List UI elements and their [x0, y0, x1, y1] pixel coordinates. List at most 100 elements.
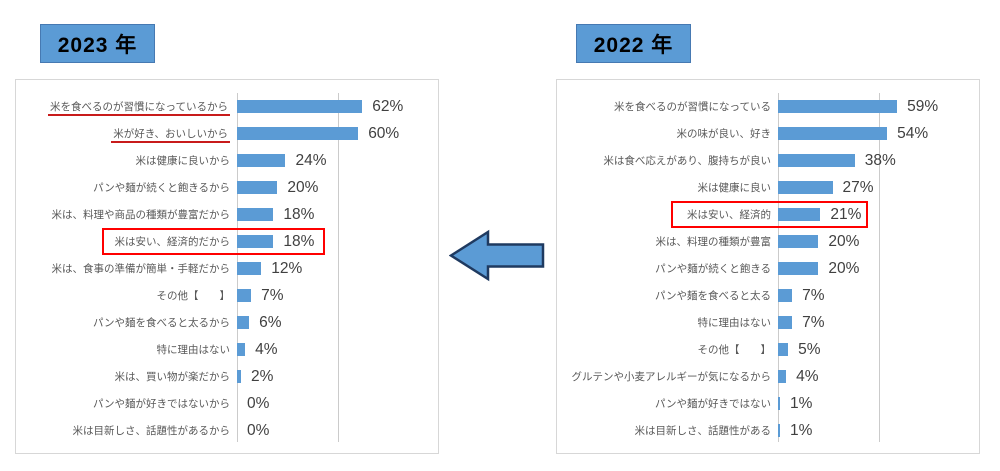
value-label: 27%	[842, 178, 874, 196]
bar-track: 4%	[778, 363, 979, 390]
bar-track: 18%	[237, 228, 438, 255]
category-label: 米は、料理や商品の種類が豊富だから	[16, 207, 237, 222]
category-label-text: パンや麺を食べると太るから	[92, 317, 230, 329]
category-label: グルテンや小麦アレルギーが気になるから	[557, 369, 778, 384]
year-title-2022-label: 2022 年	[593, 33, 674, 57]
bar	[778, 235, 819, 248]
bar-track: 18%	[237, 201, 438, 228]
value-label: 4%	[796, 367, 819, 385]
chart-row: 特に理由はない 4%	[16, 336, 438, 363]
bar	[778, 289, 793, 302]
chart-row: パンや麺が好きではない 1%	[557, 390, 979, 417]
chart-row: その他【 】 7%	[16, 282, 438, 309]
chart-row: 米は、食事の準備が簡単・手軽だから 12%	[16, 255, 438, 282]
bar	[778, 424, 781, 437]
chart-row: 米は、料理の種類が豊富 20%	[557, 228, 979, 255]
category-label-text: 米は健康に良い	[697, 182, 772, 194]
bar-track: 0%	[237, 417, 438, 444]
category-label-text: 米は食べ応えがあり、腹持ちが良い	[603, 155, 771, 167]
category-label-text: その他【 】	[697, 344, 772, 356]
bar-track: 6%	[237, 309, 438, 336]
chart-row: 米は安い、経済的だから 18%	[16, 228, 438, 255]
chart-row: 米の味が良い、好き 54%	[557, 120, 979, 147]
category-label: パンや麺が好きではない	[557, 396, 778, 411]
value-label: 6%	[259, 313, 282, 331]
chart-row: 米は健康に良いから 24%	[16, 147, 438, 174]
bar-track: 1%	[778, 417, 979, 444]
category-label: その他【 】	[557, 342, 778, 357]
year-title-2023: 2023 年	[40, 24, 155, 63]
bar-track: 0%	[237, 390, 438, 417]
left-block-arrow	[448, 227, 546, 284]
category-label-text: グルテンや小麦アレルギーが気になるから	[571, 371, 772, 383]
category-label: 特に理由はない	[557, 315, 778, 330]
chart-row: その他【 】 5%	[557, 336, 979, 363]
year-title-2022: 2022 年	[576, 24, 691, 63]
bar-track: 20%	[778, 255, 979, 282]
chart-row: 米は健康に良い 27%	[557, 174, 979, 201]
chart-row: 米は目新しさ、話題性がある 1%	[557, 417, 979, 444]
bar-track: 38%	[778, 147, 979, 174]
category-label-text: 米は、料理や商品の種類が豊富だから	[51, 209, 231, 221]
value-label: 0%	[247, 421, 270, 439]
bar	[778, 154, 855, 167]
bar	[778, 370, 787, 383]
value-label: 7%	[261, 286, 284, 304]
category-label: 米は安い、経済的だから	[16, 234, 237, 249]
bar-track: 2%	[237, 363, 438, 390]
category-label-text: 米を食べるのが習慣になっている	[614, 101, 771, 113]
category-label-text: 米は、買い物が楽だから	[114, 371, 231, 383]
gridline-50-percent	[879, 93, 880, 442]
category-label: 米の味が良い、好き	[557, 126, 778, 141]
bar-track: 7%	[237, 282, 438, 309]
bar	[778, 208, 821, 221]
category-label: パンや麺が好きではないから	[16, 396, 237, 411]
bar	[778, 181, 833, 194]
chart-rows-2022: 米を食べるのが習慣になっている 59% 米の味が良い、好き 54% 米は食べ応えがあり、…	[557, 93, 979, 444]
category-label-text: その他【 】	[156, 290, 231, 302]
category-label: 米を食べるのが習慣になっている	[557, 99, 778, 114]
bar-track: 5%	[778, 336, 979, 363]
bar	[778, 262, 819, 275]
category-label: その他【 】	[16, 288, 237, 303]
category-label: 米は健康に良いから	[16, 153, 237, 168]
category-label: 米は、食事の準備が簡単・手軽だから	[16, 261, 237, 276]
bar-track: 24%	[237, 147, 438, 174]
bar	[237, 316, 250, 329]
bar-track: 60%	[237, 120, 438, 147]
value-label: 7%	[802, 313, 825, 331]
category-label-text: パンや麺が好きではない	[654, 398, 771, 410]
value-label: 20%	[828, 259, 860, 277]
bar-track: 20%	[237, 174, 438, 201]
value-label: 18%	[283, 232, 315, 250]
category-label: パンや麺を食べると太るから	[16, 315, 237, 330]
value-label: 54%	[897, 124, 929, 142]
category-label: 特に理由はない	[16, 342, 237, 357]
value-label: 1%	[790, 421, 813, 439]
bar	[778, 397, 781, 410]
category-label-text: 米は、食事の準備が簡単・手軽だから	[51, 263, 231, 275]
category-label: 米は、買い物が楽だから	[16, 369, 237, 384]
value-label: 20%	[828, 232, 860, 250]
category-label: 米が好き、おいしいから	[16, 126, 237, 143]
category-label-text: 米は安い、経済的	[687, 209, 771, 221]
bar	[237, 181, 278, 194]
category-label: 米は、料理の種類が豊富	[557, 234, 778, 249]
value-label: 0%	[247, 394, 270, 412]
category-label-text: 米は健康に良いから	[135, 155, 231, 167]
category-label-text: 米は目新しさ、話題性があるから	[72, 425, 231, 437]
bar-track: 7%	[778, 309, 979, 336]
category-label-text: パンや麺が好きではないから	[92, 398, 230, 410]
bar	[237, 154, 286, 167]
bar	[237, 370, 242, 383]
category-label-text: 米の味が良い、好き	[676, 128, 772, 140]
category-label-text: 特に理由はない	[697, 317, 772, 329]
bar-track: 62%	[237, 93, 438, 120]
chart-row: パンや麺を食べると太る 7%	[557, 282, 979, 309]
bar-track: 54%	[778, 120, 979, 147]
category-label-text: パンや麺が続くと飽きるから	[93, 182, 230, 194]
chart-row: パンや麺が好きではないから 0%	[16, 390, 438, 417]
bar	[778, 343, 789, 356]
left-block-arrow-svg	[448, 229, 545, 282]
